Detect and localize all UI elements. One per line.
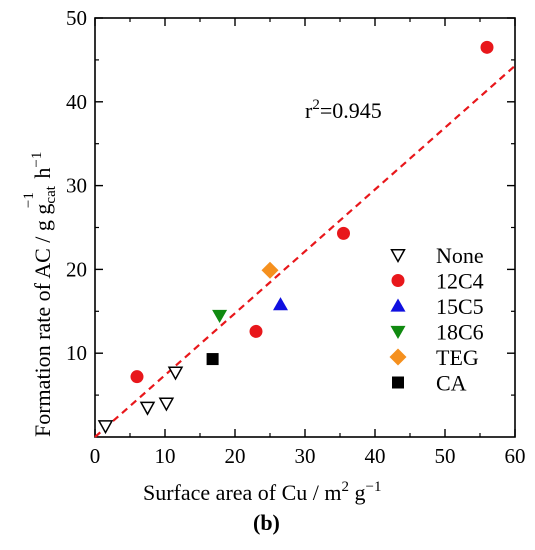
y-axis-title-main: Formation rate of AC / g g — [30, 204, 55, 437]
x-tick-label: 30 — [295, 444, 316, 468]
x-tick-label: 50 — [435, 444, 456, 468]
y-axis-title-sup2: −1 — [29, 152, 45, 168]
legend-marker-ca — [392, 376, 404, 389]
data-point-none — [97, 420, 114, 435]
data-point-none — [139, 401, 156, 416]
y-tick-label: 10 — [66, 341, 87, 365]
y-axis-title-sup: −1 — [21, 192, 37, 208]
legend-label-12c4: 12C4 — [436, 269, 484, 294]
legend-label-18c6: 18C6 — [436, 320, 484, 345]
data-point-none — [158, 397, 175, 412]
y-axis-title-end: h — [30, 168, 55, 185]
x-axis-title: Surface area of Cu / m2 g−1 — [143, 479, 382, 505]
x-axis-title-main: Surface area of Cu / m — [143, 480, 342, 505]
y-axis-title-sub: cat — [43, 185, 59, 203]
legend-label-none: None — [436, 243, 484, 268]
y-tick-label: 30 — [66, 174, 87, 198]
x-tick-label: 10 — [155, 444, 176, 468]
legend-label-teg: TEG — [436, 345, 479, 370]
fit-line-group — [94, 64, 516, 438]
legend-marker-12c4 — [391, 274, 405, 287]
data-point-15c5 — [273, 297, 288, 311]
data-point-none — [167, 366, 184, 381]
x-axis-title-sup2: −1 — [366, 479, 382, 495]
y-tick-label: 50 — [66, 6, 87, 30]
fit-line — [94, 64, 516, 438]
x-axis-title-mid: g — [349, 480, 366, 505]
data-point-12c4 — [130, 370, 144, 384]
y-axis-title: Formation rate of AC / g gcat−1 h−1 — [21, 152, 59, 437]
data-point-teg — [261, 261, 279, 279]
legend-marker-teg — [389, 348, 407, 366]
x-tick-label: 40 — [365, 444, 386, 468]
data-point-18c6 — [212, 309, 228, 323]
y-tick-label: 20 — [66, 257, 87, 281]
r-squared-value: =0.945 — [320, 98, 382, 123]
x-tick-label: 60 — [505, 444, 526, 468]
data-points — [97, 40, 494, 435]
r-squared-sup: 2 — [312, 97, 320, 113]
x-axis-title-sup: 2 — [342, 479, 350, 495]
legend-label-15c5: 15C5 — [436, 294, 484, 319]
legend-marker-18c6 — [390, 325, 406, 339]
x-tick-label: 20 — [225, 444, 246, 468]
legend-label-ca: CA — [436, 371, 467, 396]
x-tick-label: 0 — [90, 444, 101, 468]
y-tick-label: 40 — [66, 90, 87, 114]
data-point-ca — [206, 353, 219, 366]
r-squared-annotation: r2=0.945 — [305, 97, 382, 123]
panel-label: (b) — [253, 510, 280, 535]
legend-marker-none — [390, 249, 406, 264]
data-point-12c4 — [337, 226, 350, 240]
axis-ticks: 0 10 20 30 40 50 60 10 20 30 40 50 — [66, 6, 526, 468]
data-point-12c4 — [249, 324, 263, 338]
r-squared-base: r — [305, 98, 313, 123]
data-point-12c4 — [480, 40, 494, 54]
legend-marker-15c5 — [390, 298, 406, 312]
